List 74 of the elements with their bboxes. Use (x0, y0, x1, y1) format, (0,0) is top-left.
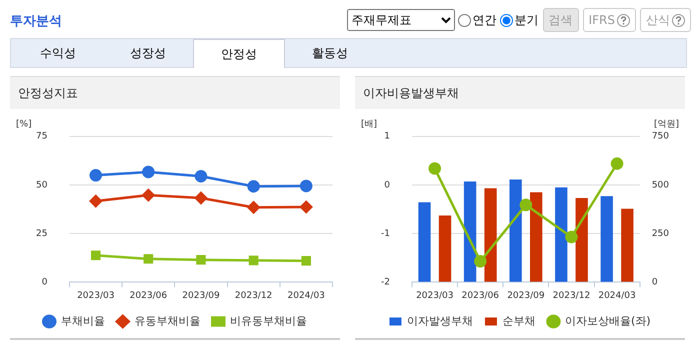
point (428, 162, 442, 175)
x-tick-label: 2023/09 (507, 290, 545, 301)
text: 주재무제표 (346, 9, 455, 31)
point (300, 180, 312, 192)
text: 성장성 (129, 45, 167, 62)
legend-label: 유동부채비율 (134, 314, 200, 328)
bar (484, 188, 497, 282)
y-tick-label: 75 (36, 132, 48, 142)
point (610, 157, 624, 170)
y2-tick-label: 250 (652, 228, 670, 239)
bar (438, 216, 452, 282)
y-tick-label: 25 (36, 228, 48, 239)
point (196, 255, 206, 265)
x-tick-label: 2023/06 (462, 290, 500, 301)
point (248, 256, 258, 266)
point (247, 201, 260, 214)
legend-label: 비유동부채비율 (230, 314, 307, 328)
y-tick-label: 1 (384, 132, 390, 142)
bar (555, 187, 568, 282)
point (520, 198, 532, 212)
bar (600, 196, 613, 282)
bar (418, 202, 431, 282)
bar (621, 208, 634, 282)
point (565, 230, 578, 244)
point (247, 180, 260, 193)
y-axis-title: [%] (16, 120, 32, 130)
point (90, 169, 102, 182)
y2-tick-label: 750 (652, 132, 670, 142)
point (300, 200, 312, 214)
x-tick-label: 2023/03 (77, 290, 114, 301)
legend-label: 이자발생부채 (406, 314, 473, 328)
y-tick-label: 50 (36, 180, 48, 190)
x-tick-label: 2023/12 (234, 290, 272, 301)
point (90, 194, 102, 208)
bar (576, 198, 588, 282)
text: 활동성 (311, 45, 349, 62)
y-axis-title: [배] (361, 120, 378, 130)
y-tick-label: 0 (42, 278, 48, 288)
y2-tick-label: 500 (652, 180, 670, 190)
point (474, 255, 487, 268)
point (90, 250, 101, 260)
x-tick-label: 2023/06 (130, 290, 168, 301)
x-tick-label: 2023/12 (552, 290, 590, 301)
y2-axis-title: [억원] (654, 120, 679, 130)
text: 투자분석 (10, 13, 62, 30)
legend-label: 이자보상배율(좌) (564, 314, 651, 328)
point (142, 166, 155, 178)
bar (509, 180, 522, 282)
x-tick-label: 2024/03 (288, 290, 325, 301)
bar (464, 182, 476, 282)
point (194, 192, 208, 204)
text: 안정성 (193, 39, 285, 68)
point (301, 256, 311, 266)
y-tick-label: -2 (380, 278, 390, 288)
y-tick-label: 0 (384, 180, 390, 190)
legend-label: 순부채 (502, 314, 536, 328)
point (194, 170, 208, 182)
point (142, 188, 155, 202)
text: 연간 (472, 12, 497, 28)
x-tick-label: 2023/03 (416, 290, 454, 301)
chart-title: 안정성지표 (10, 76, 340, 109)
x-tick-label: 2024/03 (598, 290, 636, 301)
text: 수익성 (39, 45, 77, 62)
bar (530, 192, 542, 282)
y-tick-label: -1 (380, 228, 390, 239)
y2-tick-label: 0 (652, 278, 658, 288)
x-tick-label: 2023/09 (182, 290, 220, 301)
text: 분기 (514, 12, 539, 28)
chart-title: 이자비용발생부채 (355, 76, 685, 109)
legend-label: 부채비율 (60, 314, 105, 328)
text: 산식 (640, 8, 691, 32)
text: IFRS (582, 8, 636, 32)
text: 검색 (542, 8, 579, 32)
point (144, 254, 154, 264)
